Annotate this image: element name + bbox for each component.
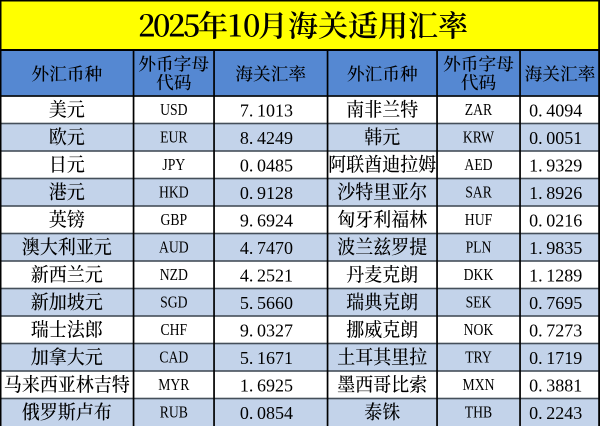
- svg-text:AUD: AUD: [159, 238, 189, 256]
- svg-text:1. 1289: 1. 1289: [529, 265, 582, 285]
- svg-text:0. 9128: 0. 9128: [240, 183, 293, 203]
- svg-text:5. 5660: 5. 5660: [240, 293, 293, 313]
- svg-text:HKD: HKD: [159, 183, 189, 201]
- svg-text:SGD: SGD: [160, 293, 187, 311]
- svg-text:0. 1719: 0. 1719: [529, 348, 582, 368]
- svg-text:PLN: PLN: [466, 238, 492, 256]
- svg-text:SAR: SAR: [465, 183, 492, 201]
- svg-text:MYR: MYR: [158, 376, 190, 394]
- svg-text:0. 0051: 0. 0051: [529, 128, 582, 148]
- svg-text:1. 8926: 1. 8926: [529, 183, 582, 203]
- svg-text:1. 9329: 1. 9329: [529, 155, 582, 175]
- svg-text:CAD: CAD: [159, 348, 188, 366]
- svg-text:RUB: RUB: [160, 403, 188, 421]
- svg-text:NOK: NOK: [464, 321, 494, 339]
- svg-text:MXN: MXN: [463, 376, 495, 394]
- svg-text:EUR: EUR: [160, 128, 188, 146]
- svg-text:4. 7470: 4. 7470: [240, 238, 293, 258]
- svg-text:USD: USD: [160, 101, 187, 119]
- svg-text:7. 1013: 7. 1013: [240, 101, 293, 121]
- svg-text:8. 4249: 8. 4249: [240, 128, 293, 148]
- svg-text:TRY: TRY: [465, 348, 492, 366]
- svg-text:0. 7695: 0. 7695: [529, 293, 582, 313]
- svg-text:AED: AED: [464, 156, 492, 174]
- svg-text:THB: THB: [465, 403, 492, 421]
- svg-text:0. 7273: 0. 7273: [529, 320, 582, 340]
- svg-text:GBP: GBP: [160, 211, 187, 229]
- svg-text:0. 4094: 0. 4094: [529, 101, 582, 121]
- svg-text:HUF: HUF: [465, 211, 492, 229]
- svg-text:ZAR: ZAR: [465, 101, 493, 119]
- svg-text:4. 2521: 4. 2521: [240, 265, 293, 285]
- svg-text:0. 3881: 0. 3881: [529, 375, 582, 395]
- svg-text:NZD: NZD: [160, 266, 188, 284]
- svg-text:DKK: DKK: [464, 266, 494, 284]
- svg-text:1. 9835: 1. 9835: [529, 238, 582, 258]
- svg-text:KRW: KRW: [463, 128, 495, 146]
- svg-text:SEK: SEK: [466, 293, 492, 311]
- svg-text:CHF: CHF: [160, 321, 187, 339]
- svg-text:0. 0216: 0. 0216: [529, 210, 582, 230]
- svg-text:9. 0327: 9. 0327: [240, 320, 293, 340]
- svg-text:0. 0485: 0. 0485: [240, 155, 293, 175]
- svg-text:JPY: JPY: [162, 156, 185, 174]
- svg-text:1. 6925: 1. 6925: [240, 375, 293, 395]
- svg-text:0. 0854: 0. 0854: [240, 403, 293, 423]
- svg-text:0. 2243: 0. 2243: [529, 403, 582, 423]
- svg-text:5. 1671: 5. 1671: [240, 348, 293, 368]
- svg-text:9. 6924: 9. 6924: [240, 210, 293, 230]
